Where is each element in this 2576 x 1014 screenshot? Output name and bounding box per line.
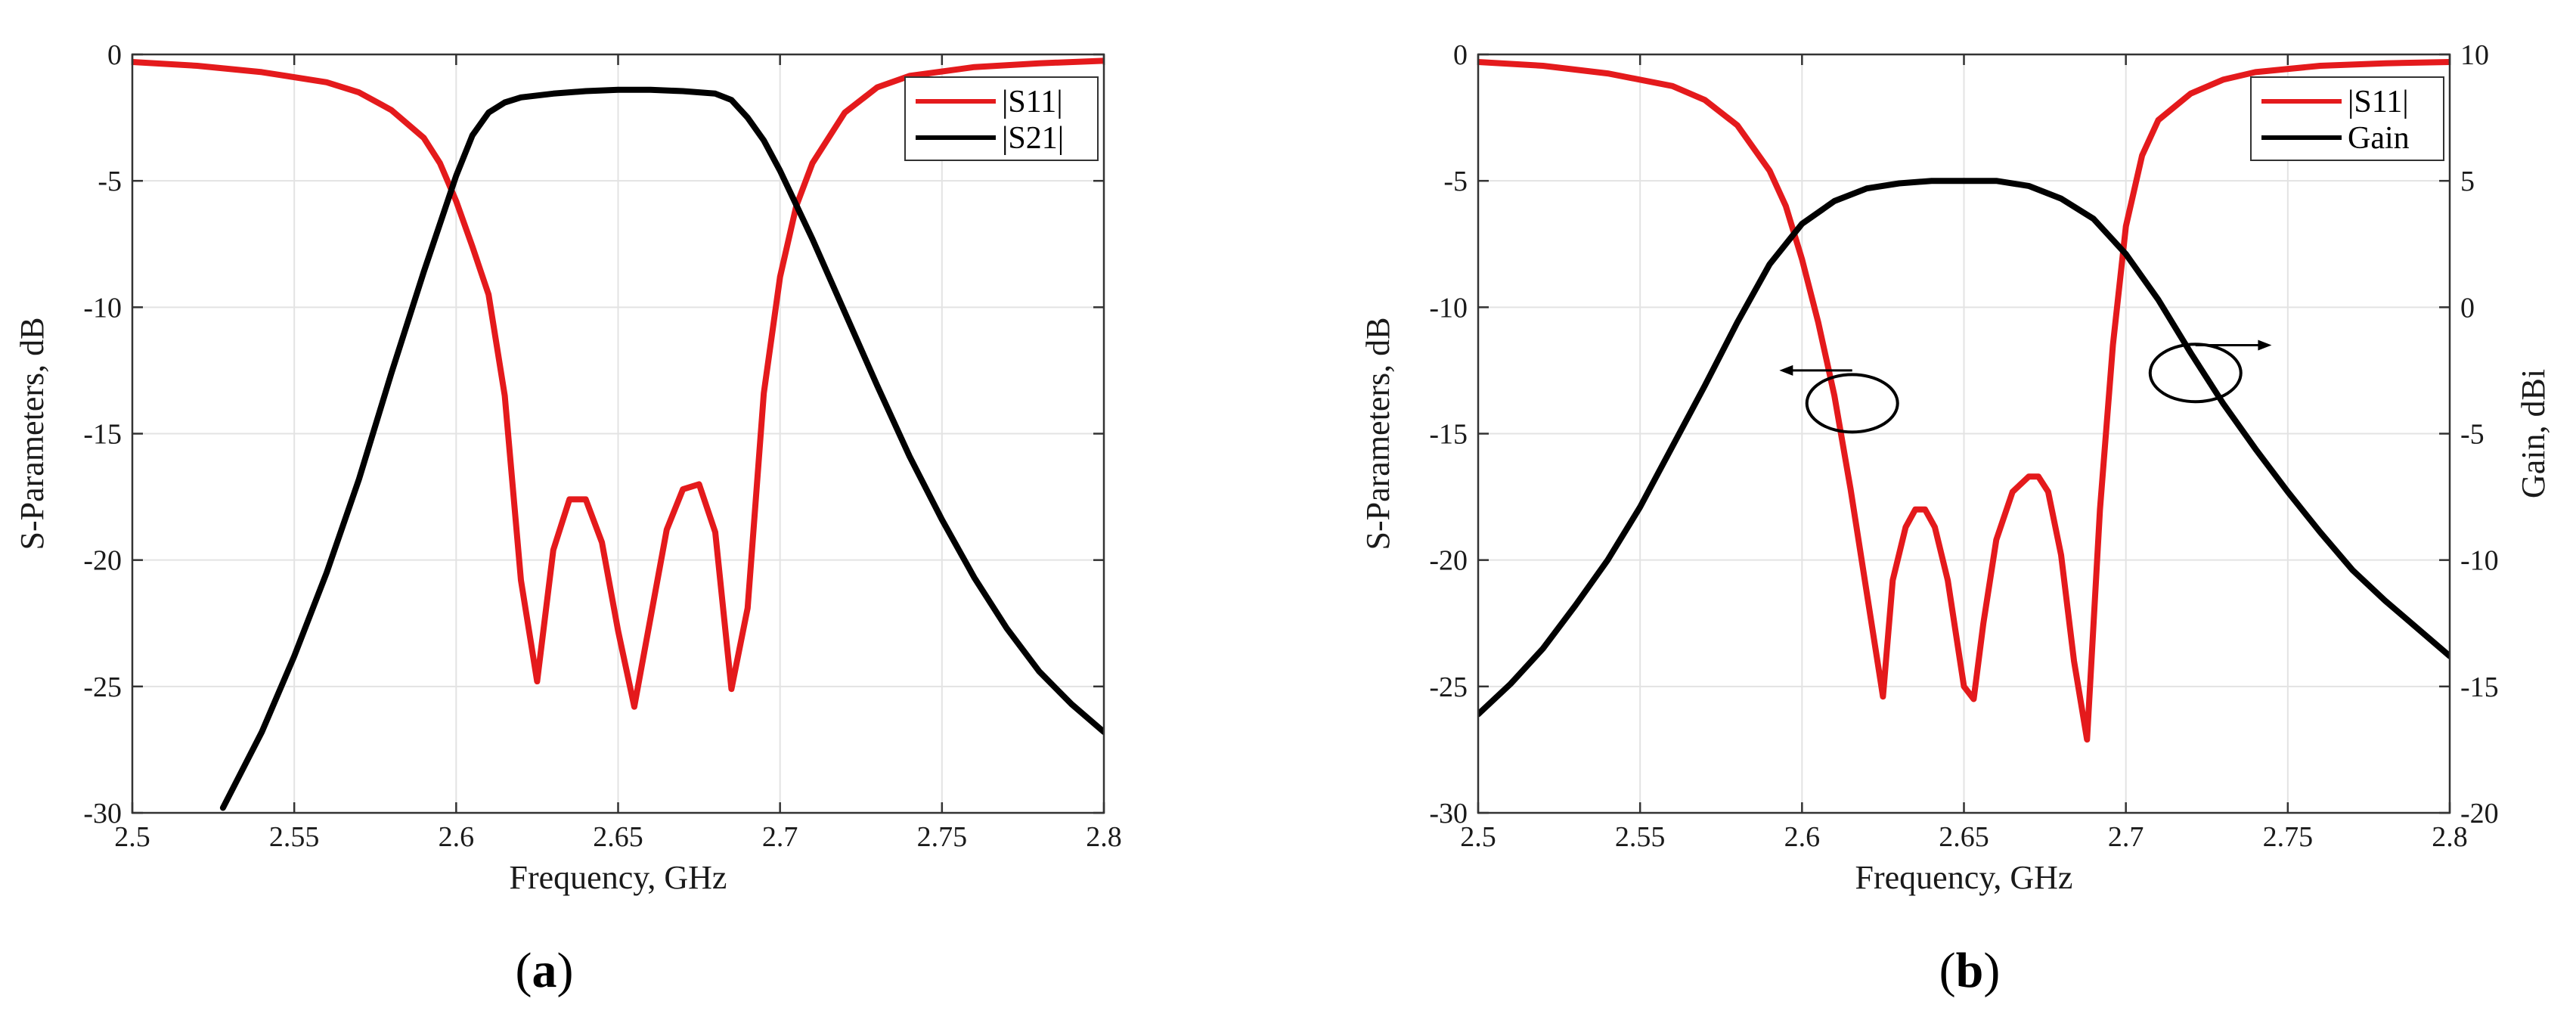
series-line-s21 — [219, 86, 1104, 811]
y-tick-label: -25 — [1429, 671, 1468, 703]
y2-tick-label: -5 — [2460, 419, 2485, 451]
gain-axis-arrowhead — [2258, 340, 2272, 351]
x-tick-label: 2.55 — [269, 821, 320, 853]
grid-b — [1477, 54, 2450, 814]
gain-axis-ellipse — [2148, 343, 2243, 404]
panel-letter-b: b — [1956, 943, 1984, 998]
y2-tick-label: 10 — [2460, 39, 2489, 71]
legend-entry-label: |S11| — [2348, 85, 2409, 119]
legend-box — [2250, 76, 2444, 161]
x-tick-label: 2.8 — [1086, 821, 1122, 853]
x-tick-label: 2.65 — [593, 821, 643, 853]
s11-axis-ellipse — [1805, 373, 1899, 434]
y2-axis-label-b: Gain, dBi — [2515, 369, 2552, 498]
ticks-b: 2.5 2.55 2.6 2.65 2.7 2.75 2.8 0 -5 -10 -15 -20 -25 -… — [1429, 39, 2498, 853]
y-tick-label: -5 — [1443, 166, 1468, 197]
y-tick-label: -30 — [83, 798, 122, 829]
y-tick-label: -20 — [83, 545, 122, 577]
x-tick-label: 2.6 — [439, 821, 475, 853]
y-tick-label: -15 — [1429, 419, 1468, 451]
legend-entry-label: Gain — [2348, 121, 2410, 156]
x-tick-label: 2.55 — [1615, 821, 1666, 853]
lines-b — [1478, 59, 2450, 743]
lines-a — [132, 57, 1104, 811]
x-axis-label-a: Frequency, GHz — [510, 859, 727, 896]
y2-tick-label: -20 — [2460, 798, 2499, 829]
series-line-gain — [1478, 178, 2450, 718]
panel-b: 2.5 2.55 2.6 2.65 2.7 2.75 2.8 0 -5 -10 -15 -20 -25 -… — [1359, 39, 2552, 998]
y-tick-label: -15 — [83, 419, 122, 451]
legend-b: |S11|Gain — [2250, 76, 2444, 161]
y-axis-label-b: S-Parameters, dB — [1359, 318, 1396, 550]
x-tick-label: 2.75 — [2263, 821, 2314, 853]
y-tick-label: -5 — [98, 166, 122, 197]
panel-label-a: (a) — [516, 943, 574, 998]
axis-indicator-annotations — [1779, 340, 2272, 434]
y2-tick-label: -15 — [2460, 671, 2499, 703]
panel-a: 2.5 2.55 2.6 2.65 2.7 2.75 2.8 0 -5 -10 -15 -20 -25 -… — [14, 39, 1122, 998]
x-tick-label: 2.5 — [1460, 821, 1496, 853]
panel-letter-a: a — [532, 943, 557, 998]
x-tick-label: 2.7 — [762, 821, 798, 853]
x-tick-label: 2.7 — [2108, 821, 2144, 853]
x-tick-label: 2.5 — [114, 821, 150, 853]
y-tick-label: -25 — [83, 671, 122, 703]
y-tick-label: -10 — [1429, 292, 1468, 324]
s11-axis-arrowhead — [1779, 364, 1793, 376]
x-tick-label: 2.6 — [1784, 821, 1821, 853]
y-tick-label: -30 — [1429, 798, 1468, 829]
y2-tick-label: 0 — [2460, 292, 2475, 324]
legend-entry-label: |S21| — [1002, 121, 1064, 156]
y-tick-label: 0 — [1453, 39, 1468, 71]
legend-entry-label: |S11| — [1002, 85, 1063, 119]
y-tick-label: -20 — [1429, 545, 1468, 577]
legend-a: |S11||S21| — [904, 76, 1099, 161]
y-tick-label: -10 — [83, 292, 122, 324]
y2-tick-label: 5 — [2460, 166, 2475, 197]
panel-label-b: (b) — [1939, 943, 2001, 998]
x-tick-label: 2.65 — [1939, 821, 1989, 853]
x-tick-label: 2.75 — [917, 821, 968, 853]
y-axis-label-a: S-Parameters, dB — [14, 318, 51, 550]
y-tick-label: 0 — [107, 39, 122, 71]
ticks-a: 2.5 2.55 2.6 2.65 2.7 2.75 2.8 0 -5 -10 -15 -20 -25 -… — [83, 39, 1121, 853]
series-line-s11 — [132, 57, 1104, 710]
x-tick-label: 2.8 — [2432, 821, 2468, 853]
legend-box — [904, 76, 1099, 161]
y2-tick-label: -10 — [2460, 545, 2499, 577]
series-line-s11 — [1478, 59, 2450, 743]
x-axis-label-b: Frequency, GHz — [1855, 859, 2073, 896]
